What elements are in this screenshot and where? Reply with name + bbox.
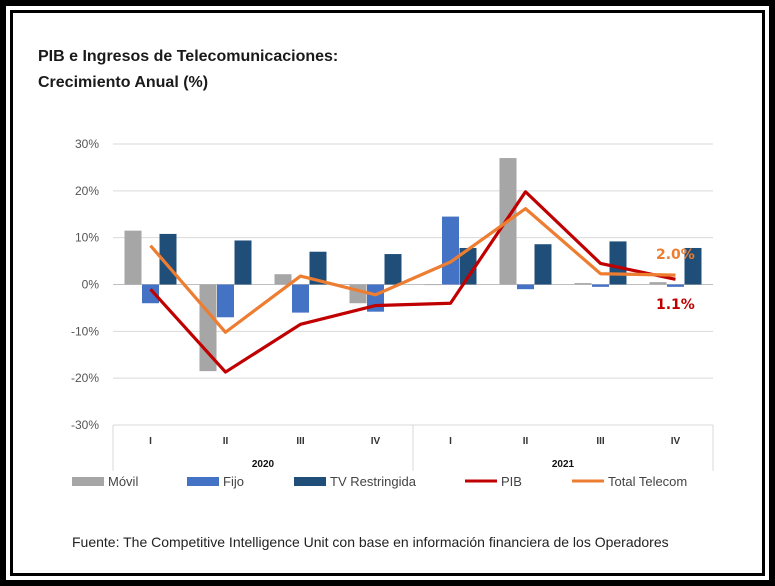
bar-tv-restringida <box>459 247 477 285</box>
bar-tv-restringida <box>684 247 702 285</box>
legend-label: Fijo <box>223 474 244 489</box>
chart-title-line2: Crecimiento Anual (%) <box>38 74 209 91</box>
source-note: Fuente: The Competitive Intelligence Uni… <box>72 534 669 550</box>
legend-label: Total Telecom <box>608 474 687 489</box>
bar-tv-restringida <box>234 240 252 285</box>
bar-móvil <box>124 230 142 285</box>
x-tick-label: III <box>296 436 305 447</box>
y-tick-label: 0% <box>82 278 100 292</box>
bar-fijo <box>292 284 309 313</box>
bar-fijo <box>517 284 534 290</box>
bar-móvil <box>424 284 442 286</box>
bar-fijo <box>667 284 684 287</box>
chart-title: PIB e Ingresos de Telecomunicaciones: Cr… <box>38 44 338 96</box>
bar-fijo <box>142 284 159 304</box>
year-group-label: 2021 <box>552 459 575 470</box>
y-tick-label: -10% <box>71 324 99 338</box>
legend-label: Móvil <box>108 474 138 489</box>
x-tick-label: I <box>449 436 452 447</box>
legend-label: TV Restringida <box>330 474 417 489</box>
x-tick-label: II <box>223 436 229 447</box>
x-tick-label: I <box>149 436 152 447</box>
legend-swatch <box>187 477 219 486</box>
y-tick-label: 20% <box>75 184 99 198</box>
bar-móvil <box>649 282 667 285</box>
legend-label: PIB <box>501 474 522 489</box>
bar-fijo <box>217 284 234 318</box>
y-tick-label: 30% <box>75 137 99 151</box>
x-tick-label: IV <box>371 436 381 447</box>
y-tick-label: 10% <box>75 231 99 245</box>
y-tick-label: -20% <box>71 371 99 385</box>
bar-móvil <box>574 283 592 285</box>
annotation-total-telecom: 2.0% <box>656 247 695 263</box>
bar-fijo <box>442 216 459 285</box>
annotation-pib: 1.1% <box>656 297 695 313</box>
x-tick-label: II <box>523 436 529 447</box>
bar-tv-restringida <box>384 254 402 285</box>
year-group-label: 2020 <box>252 459 275 470</box>
bar-móvil <box>274 274 292 285</box>
legend-swatch <box>294 477 326 486</box>
line-pib <box>149 190 676 374</box>
line-total-telecom <box>149 207 676 334</box>
chart-title-line1: PIB e Ingresos de Telecomunicaciones: <box>38 48 339 65</box>
y-tick-label: -30% <box>71 418 99 432</box>
inner-frame <box>10 10 765 576</box>
legend-swatch <box>72 477 104 486</box>
bar-tv-restringida <box>534 244 552 285</box>
x-tick-label: III <box>596 436 605 447</box>
bar-fijo <box>592 284 609 287</box>
bar-tv-restringida <box>609 241 627 285</box>
x-tick-label: IV <box>671 436 681 447</box>
bar-tv-restringida <box>309 251 327 285</box>
